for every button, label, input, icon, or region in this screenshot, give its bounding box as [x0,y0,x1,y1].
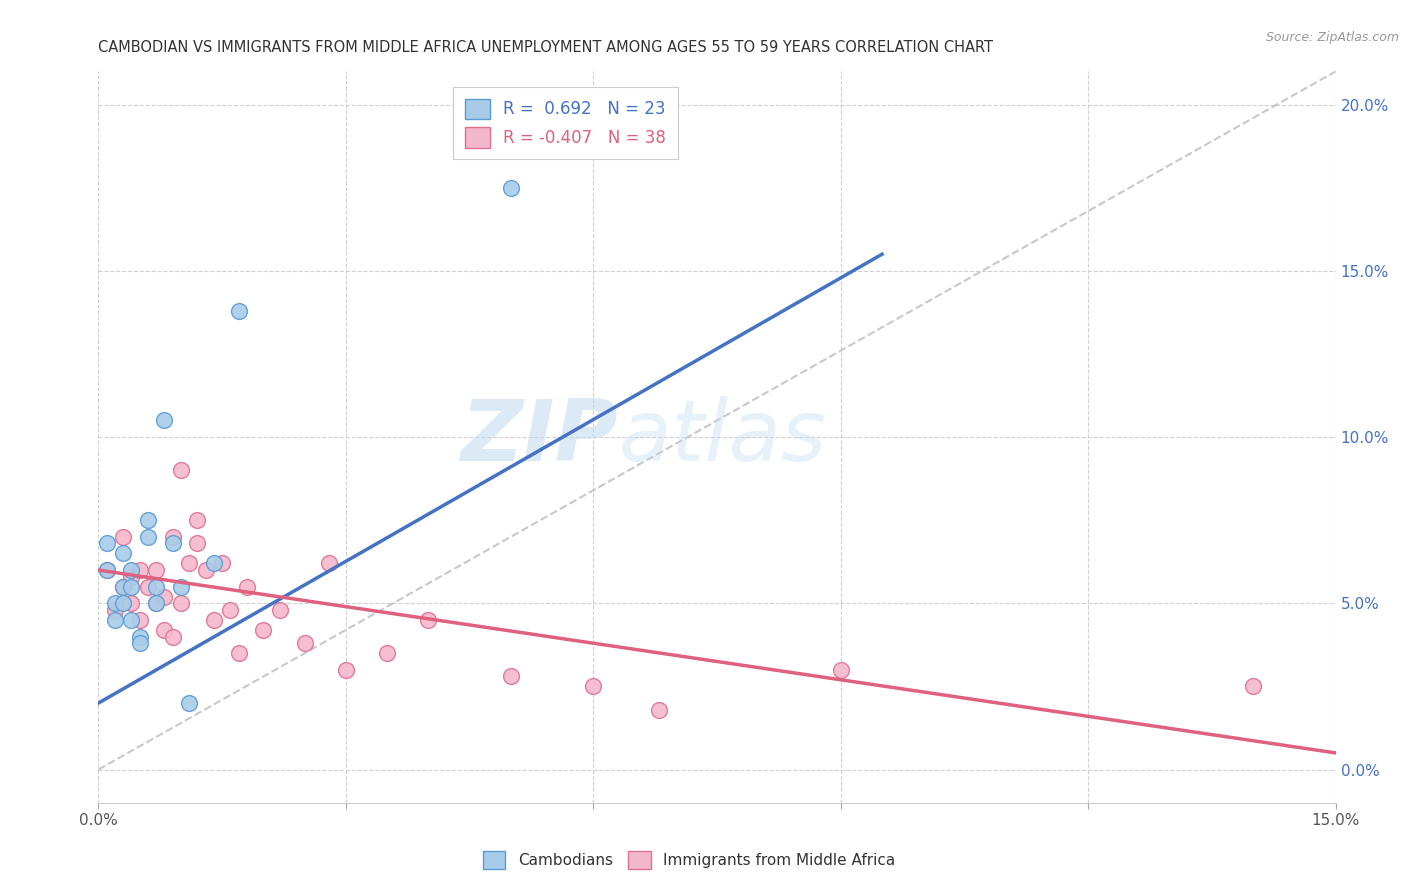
Point [162,630,184,644]
Point [830,663,852,677]
Point [120,580,142,594]
Point [582,680,605,694]
Point [104,603,127,617]
Point [136,513,159,527]
Point [104,613,127,627]
Point [269,603,291,617]
Point [170,596,193,610]
Point [1241,680,1264,694]
Point [648,703,671,717]
Point [335,663,357,677]
Point [136,580,159,594]
Text: atlas: atlas [619,395,827,479]
Point [170,580,193,594]
Point [153,413,176,427]
Point [170,463,193,477]
Point [186,536,208,550]
Point [145,580,167,594]
Point [128,613,150,627]
Point [228,646,250,660]
Point [153,623,176,637]
Legend: R =  0.692   N = 23, R = -0.407   N = 38: R = 0.692 N = 23, R = -0.407 N = 38 [453,87,678,160]
Point [120,613,142,627]
Point [120,570,142,584]
Point [96,536,118,550]
Point [112,546,135,560]
Point [499,180,522,194]
Point [96,563,118,577]
Point [120,563,142,577]
Point [194,563,217,577]
Point [96,563,118,577]
Point [153,590,176,604]
Point [136,530,159,544]
Point [112,580,135,594]
Point [252,623,274,637]
Point [112,596,135,610]
Point [145,596,167,610]
Point [128,630,150,644]
Point [128,636,150,650]
Point [162,536,184,550]
Point [418,613,440,627]
Point [104,596,127,610]
Point [179,557,201,571]
Text: Source: ZipAtlas.com: Source: ZipAtlas.com [1265,31,1399,45]
Point [228,303,250,318]
Point [128,563,150,577]
Text: CAMBODIAN VS IMMIGRANTS FROM MIDDLE AFRICA UNEMPLOYMENT AMONG AGES 55 TO 59 YEAR: CAMBODIAN VS IMMIGRANTS FROM MIDDLE AFRI… [98,40,994,55]
Point [219,603,242,617]
Point [186,513,208,527]
Point [202,557,225,571]
Point [202,613,225,627]
Point [294,636,316,650]
Point [211,557,233,571]
Point [112,580,135,594]
Point [375,646,398,660]
Point [112,530,135,544]
Point [236,580,259,594]
Point [162,530,184,544]
Text: ZIP: ZIP [460,395,619,479]
Point [145,596,167,610]
Point [318,557,340,571]
Point [120,596,142,610]
Legend: Cambodians, Immigrants from Middle Africa: Cambodians, Immigrants from Middle Afric… [477,845,901,875]
Point [179,696,201,710]
Point [499,669,522,683]
Point [145,563,167,577]
